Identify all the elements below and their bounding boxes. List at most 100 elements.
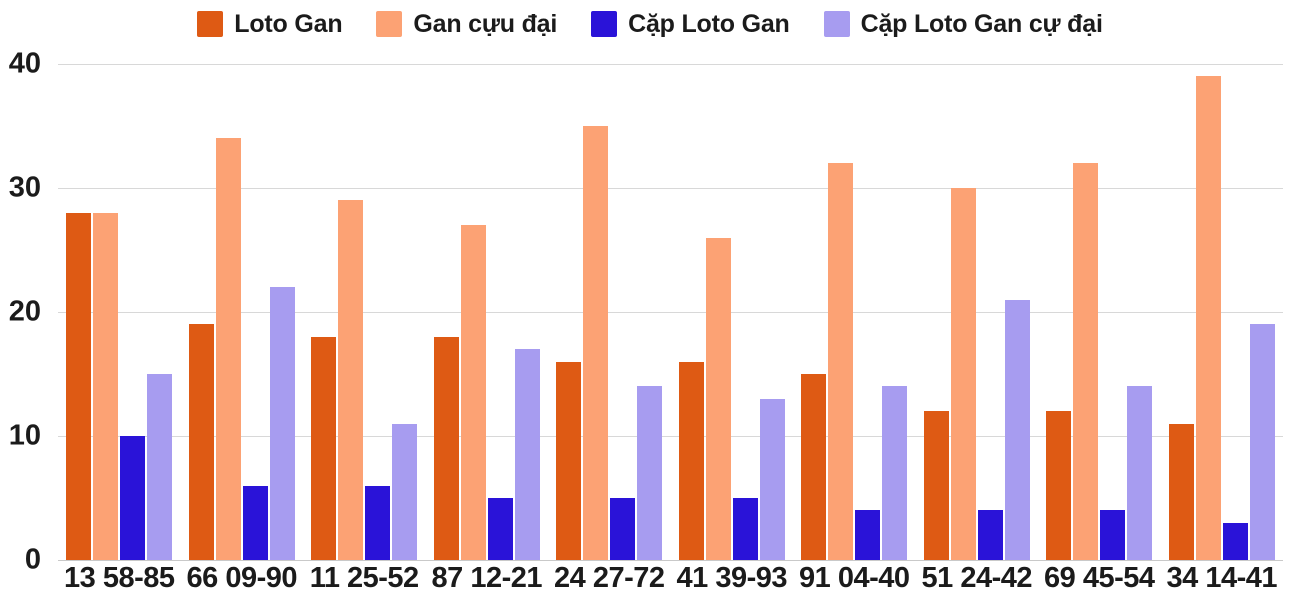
bar-group-bars [556, 64, 663, 560]
x-axis-tick-label: 24 27-72 [554, 562, 665, 594]
bar-group [671, 64, 794, 560]
bar-group-bars [801, 64, 908, 560]
bar[interactable] [392, 423, 418, 560]
bar[interactable] [882, 386, 908, 560]
bar-groups [58, 64, 1283, 560]
bar[interactable] [1168, 423, 1194, 560]
x-axis-label-cell: 24 27-72 [548, 562, 671, 600]
bar-group [181, 64, 304, 560]
bar[interactable] [556, 361, 582, 560]
legend-item[interactable]: Loto Gan [197, 9, 343, 39]
bar[interactable] [828, 163, 854, 560]
bar[interactable] [1046, 411, 1072, 560]
bar[interactable] [365, 485, 391, 560]
x-axis-label-cell: 87 12-21 [426, 562, 549, 600]
gridline [58, 64, 1283, 65]
bar-group [426, 64, 549, 560]
bar[interactable] [977, 510, 1003, 560]
bar[interactable] [759, 398, 785, 560]
legend-item[interactable]: Cặp Loto Gan cự đại [823, 9, 1103, 39]
bar-group [548, 64, 671, 560]
x-axis-tick-label: 91 04-40 [799, 562, 910, 594]
x-axis-tick-label: 87 12-21 [431, 562, 543, 594]
legend-label: Gan cựu đại [413, 9, 558, 38]
bar-group-bars [188, 64, 295, 560]
bar[interactable] [732, 498, 758, 560]
bar[interactable] [1195, 76, 1221, 560]
bar[interactable] [583, 126, 609, 560]
x-axis-label-cell: 66 09-90 [181, 562, 304, 600]
bar[interactable] [610, 498, 636, 560]
legend-item[interactable]: Cặp Loto Gan [591, 9, 790, 39]
x-axis-tick-label: 34 14-41 [1166, 562, 1278, 594]
bar-group-bars [1168, 64, 1275, 560]
bar[interactable] [147, 374, 173, 560]
bar[interactable] [637, 386, 663, 560]
bar-group [1161, 64, 1284, 560]
bar[interactable] [801, 374, 827, 560]
bar-group [58, 64, 181, 560]
bar[interactable] [705, 237, 731, 560]
bar[interactable] [1100, 510, 1126, 560]
gridlines: 0 10 20 30 40 [9, 48, 1283, 576]
bar[interactable] [923, 411, 949, 560]
x-axis-tick-label: 11 25-52 [309, 562, 419, 594]
bar[interactable] [678, 361, 704, 560]
x-axis-tick-label: 51 24-42 [921, 562, 1033, 594]
y-axis-tick-label: 20 [8, 295, 41, 328]
legend-label: Cặp Loto Gan [628, 9, 790, 38]
bar[interactable] [269, 287, 295, 560]
bar[interactable] [433, 336, 459, 560]
bar-group-bars [678, 64, 785, 560]
y-axis-tick-label: 30 [8, 171, 41, 204]
x-axis-label-cell: 91 04-40 [793, 562, 916, 600]
gridline [58, 312, 1283, 313]
legend-item[interactable]: Gan cựu đại [376, 10, 557, 39]
y-axis-tick-label: 10 [8, 419, 41, 452]
bar-group [793, 64, 916, 560]
bar[interactable] [487, 498, 513, 560]
legend-swatch-icon [376, 11, 403, 37]
bar[interactable] [1073, 163, 1099, 560]
bar-group-bars [1046, 64, 1153, 560]
bar[interactable] [1249, 324, 1275, 560]
y-axis-tick-label: 0 [24, 543, 41, 576]
bar-group [1038, 64, 1161, 560]
bar[interactable] [188, 324, 214, 560]
bar[interactable] [93, 212, 119, 560]
legend-swatch-icon [823, 11, 850, 37]
bar-group [916, 64, 1039, 560]
x-axis-label-cell: 13 58-85 [58, 562, 181, 600]
bar[interactable] [1004, 299, 1030, 560]
bar[interactable] [66, 212, 92, 560]
bar[interactable] [460, 225, 486, 560]
x-axis-label-cell: 41 39-93 [671, 562, 794, 600]
bar[interactable] [514, 349, 540, 560]
legend-swatch-icon [591, 11, 618, 37]
legend-label: Cặp Loto Gan cự đại [860, 9, 1103, 38]
bar-group-bars [923, 64, 1030, 560]
x-axis-label-cell: 11 25-52 [303, 562, 426, 600]
bar[interactable] [950, 188, 976, 560]
bar-group-bars [66, 64, 173, 560]
x-axis-labels: 13 58-85 66 09-90 11 25-52 87 12-21 24 27-72… [58, 562, 1283, 600]
bar[interactable] [215, 138, 241, 560]
legend-swatch-icon [197, 11, 224, 37]
bar[interactable] [242, 485, 268, 560]
y-axis-tick-label: 40 [8, 47, 41, 80]
bar[interactable] [1127, 386, 1153, 560]
x-axis-tick-label: 41 39-93 [676, 562, 788, 594]
bar[interactable] [338, 200, 364, 560]
gridline [58, 188, 1283, 189]
x-axis-tick-label: 13 58-85 [64, 562, 175, 594]
x-axis-label-cell: 51 24-42 [916, 562, 1039, 600]
bar[interactable] [1222, 522, 1248, 560]
bar-group-bars [433, 64, 540, 560]
legend-label: Loto Gan [234, 9, 343, 38]
x-axis-tick-label: 66 09-90 [186, 562, 298, 594]
bar[interactable] [855, 510, 881, 560]
plot-area: 0 10 20 30 40 [9, 48, 1283, 576]
bar[interactable] [311, 336, 337, 560]
bar[interactable] [120, 436, 146, 560]
